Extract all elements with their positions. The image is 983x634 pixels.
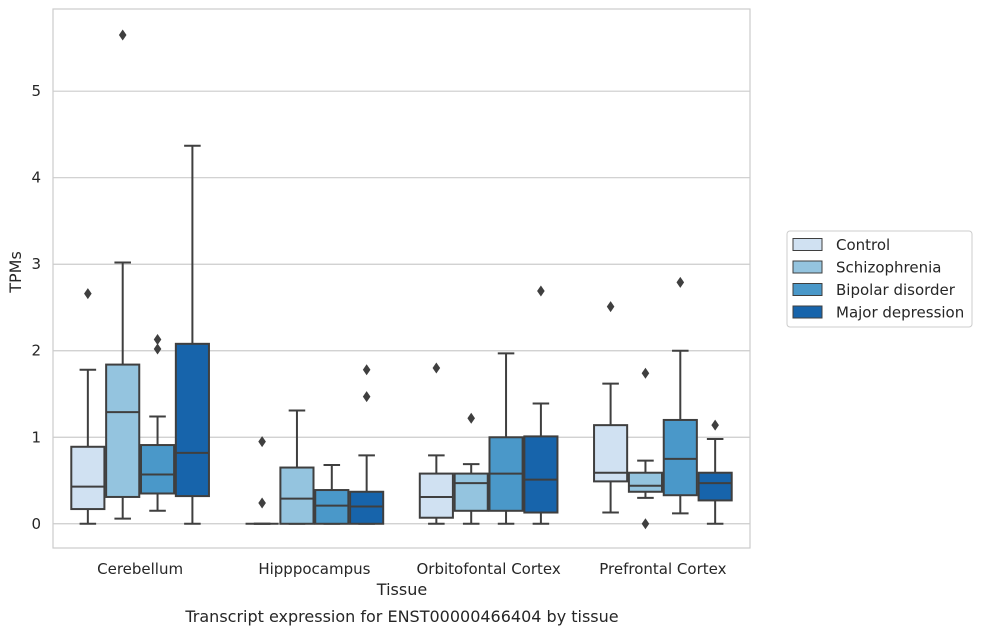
box (453, 472, 489, 512)
box (174, 342, 210, 498)
outlier-point (606, 301, 615, 313)
outlier-point (676, 276, 685, 288)
chart-caption: Transcript expression for ENST0000046640… (184, 607, 618, 626)
y-tick-label: 5 (31, 82, 41, 100)
box-plot (174, 144, 210, 525)
y-tick-label: 3 (31, 255, 41, 273)
box (523, 435, 559, 514)
box (279, 466, 315, 525)
legend-label: Bipolar disorder (836, 281, 956, 299)
box-plot (662, 276, 698, 515)
y-tick-label: 1 (31, 428, 41, 446)
legend-swatch (792, 305, 823, 319)
outlier-point (118, 29, 127, 41)
outlier-point (258, 497, 266, 509)
y-axis-title: TPMs (6, 251, 25, 294)
legend-label: Control (836, 236, 890, 254)
outlier-point (153, 333, 162, 345)
outlier-point (362, 364, 371, 376)
box-plot (593, 301, 629, 514)
x-tick-label: Hipppocampus (258, 560, 370, 578)
box-plot (453, 412, 489, 525)
outlier-point (467, 412, 475, 424)
box-plot (627, 367, 664, 530)
y-tick-label: 0 (31, 515, 41, 533)
box-plots (70, 29, 733, 530)
outlier-point (153, 343, 162, 355)
box-plot (70, 288, 106, 525)
x-axis-title: Tissue (376, 580, 427, 599)
box-plot (349, 364, 385, 525)
box (314, 489, 350, 525)
box (105, 363, 141, 498)
box (662, 418, 698, 497)
outlier-point (362, 391, 371, 403)
x-tick-label: Prefrontal Cortex (599, 560, 726, 578)
box (418, 472, 454, 519)
box (139, 444, 176, 495)
y-axis-ticks: 0 1 2 3 4 5 (31, 82, 41, 533)
box-plot (314, 463, 350, 525)
outlier-point (258, 436, 266, 448)
outlier-point (84, 288, 92, 300)
legend-label: Major depression (836, 304, 964, 322)
legend-swatch (792, 260, 823, 274)
box (349, 490, 385, 525)
box-plot (697, 419, 733, 525)
outlier-point (711, 419, 719, 431)
box-plot (245, 436, 279, 525)
box-plot (139, 333, 176, 512)
legend-swatch (792, 283, 823, 296)
outlier-point (537, 285, 545, 297)
legend-swatch (792, 238, 823, 251)
legend-label: Schizophrenia (836, 259, 941, 277)
x-axis-ticks: Cerebellum Hipppocampus Orbitofontal Corte… (97, 560, 726, 578)
y-tick-label: 4 (31, 169, 41, 187)
box (697, 471, 733, 502)
y-tick-label: 2 (31, 342, 41, 360)
plot-frame (52, 8, 751, 549)
box-plot (488, 352, 524, 525)
box (70, 445, 106, 511)
x-tick-label: Cerebellum (97, 560, 183, 578)
outlier-point (641, 367, 650, 379)
x-tick-label: Orbitofontal Cortex (417, 560, 561, 578)
legend-frame (786, 230, 973, 328)
box-plot (523, 285, 559, 525)
outlier-point (432, 362, 441, 374)
grid-lines (53, 90, 750, 525)
box (627, 471, 664, 493)
box-plot (279, 409, 315, 525)
legend: Control Schizophrenia Bipolar disorder Majo… (786, 230, 973, 328)
box-plot (418, 362, 454, 525)
outlier-point (641, 518, 650, 530)
box-plot (105, 29, 141, 520)
